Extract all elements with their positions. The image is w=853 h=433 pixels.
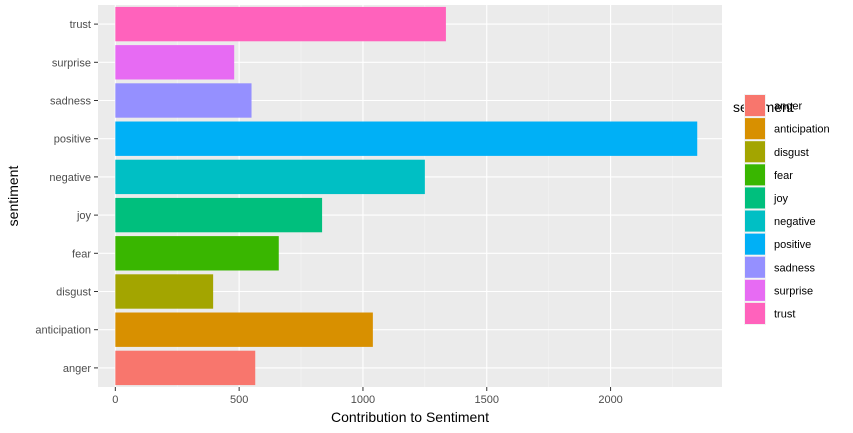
legend-swatch-surprise	[745, 279, 765, 301]
x-tick-label: 500	[230, 394, 248, 406]
legend-label-anger: anger	[774, 101, 802, 113]
legend-swatch-trust	[745, 302, 765, 324]
legend-label-joy: joy	[773, 193, 789, 205]
legend-swatch-anticipation	[745, 118, 765, 140]
legend-swatch-joy	[745, 187, 765, 209]
legend-label-anticipation: anticipation	[774, 124, 830, 136]
x-tick-label: 1000	[351, 394, 375, 406]
legend-label-trust: trust	[774, 308, 795, 320]
y-tick-label-anticipation: anticipation	[35, 325, 91, 337]
legend-label-surprise: surprise	[774, 285, 813, 297]
y-tick-label-trust: trust	[70, 19, 91, 31]
y-tick-label-sadness: sadness	[50, 96, 91, 108]
bar-fear	[115, 236, 279, 271]
legend-label-negative: negative	[774, 216, 816, 228]
bar-trust	[115, 6, 446, 42]
x-tick-label: 2000	[598, 394, 622, 406]
y-axis: anger anticipation disgust fear joy negative p…	[35, 19, 98, 375]
major-gridlines	[98, 5, 722, 387]
bar-anticipation	[115, 312, 373, 347]
y-tick-label-anger: anger	[63, 363, 91, 375]
legend-label-sadness: sadness	[774, 262, 815, 274]
legend-swatch-fear	[745, 164, 765, 186]
bar-positive	[115, 121, 698, 156]
bar-anger	[115, 350, 256, 386]
legend-label-positive: positive	[774, 239, 811, 251]
legend-swatch-anger	[745, 95, 765, 117]
x-tick-label: 0	[112, 394, 118, 406]
y-axis-title: sentiment	[5, 166, 21, 227]
bar-surprise	[115, 45, 235, 80]
bars	[115, 6, 698, 386]
y-tick-label-positive: positive	[54, 134, 91, 146]
bar-joy	[115, 197, 323, 233]
y-tick-label-joy: joy	[76, 210, 92, 222]
bar-disgust	[115, 274, 214, 309]
y-tick-label-fear: fear	[72, 248, 91, 260]
y-tick-label-disgust: disgust	[56, 287, 91, 299]
x-axis: 0 500 1000 1500 2000	[112, 387, 623, 406]
bar-sadness	[115, 83, 252, 118]
y-tick-label-negative: negative	[49, 172, 91, 184]
legend-swatch-negative	[745, 210, 765, 232]
legend-swatch-positive	[745, 233, 765, 255]
x-axis-title: Contribution to Sentiment	[331, 409, 489, 425]
legend-label-fear: fear	[774, 170, 793, 182]
bar-negative	[115, 159, 425, 195]
legend-swatch-sadness	[745, 256, 765, 278]
y-tick-label-surprise: surprise	[52, 57, 91, 69]
legend: sentiment angeranticipationdisgustfearjo…	[733, 94, 830, 325]
legend-swatch-disgust	[745, 141, 765, 163]
x-tick-label: 1500	[475, 394, 499, 406]
legend-label-disgust: disgust	[774, 147, 809, 159]
